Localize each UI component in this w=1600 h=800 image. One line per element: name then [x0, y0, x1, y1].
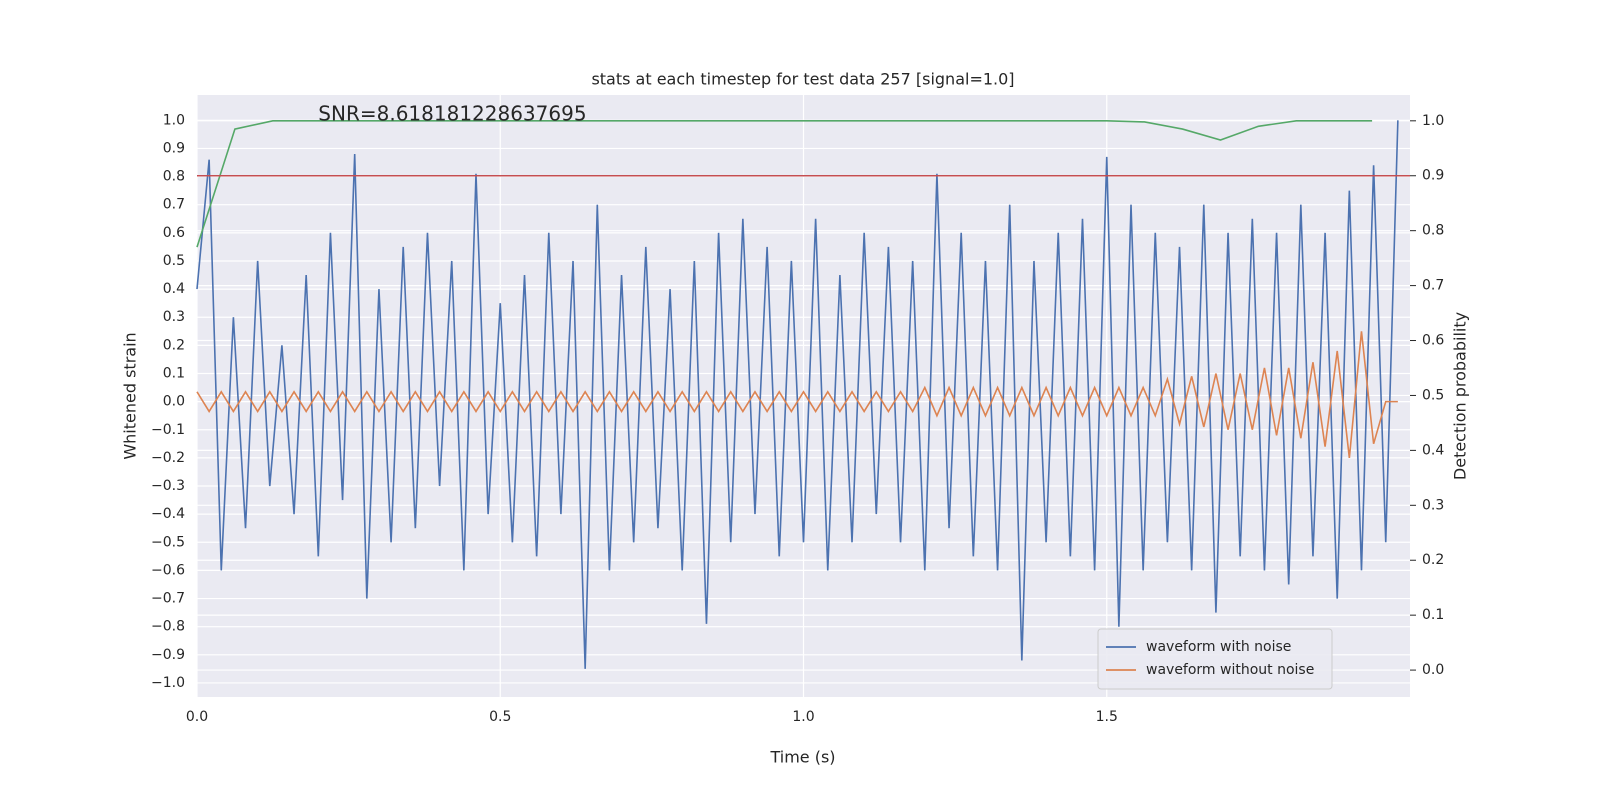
- y2-tick-label: 1.0: [1422, 113, 1444, 129]
- y2-tick-label: 0.4: [1422, 442, 1444, 458]
- y2-tick-label: 0.1: [1422, 607, 1444, 623]
- series-line: [196, 120, 1373, 248]
- y-tick-label: −0.8: [151, 619, 185, 635]
- legend-box: [1097, 628, 1333, 690]
- chart-title: stats at each timestep for test data 257…: [591, 70, 1014, 89]
- y2-axis-label: Detection probability: [1451, 312, 1470, 480]
- y-tick-label: 0.1: [163, 365, 185, 381]
- y-tick-label: 0.8: [163, 169, 185, 185]
- y-tick-label: 0.9: [163, 140, 185, 156]
- y-tick-label: 0.0: [163, 394, 185, 410]
- y-tick-label: −1.0: [151, 675, 185, 691]
- legend-label: waveform without noise: [1146, 662, 1314, 678]
- y2-tick-label: 0.6: [1422, 333, 1444, 349]
- y2-tick-label: 0.0: [1422, 662, 1444, 678]
- y2-tick-label: 0.5: [1422, 387, 1444, 403]
- y2-tick-label: 0.8: [1422, 223, 1444, 239]
- y-tick-label: −0.4: [151, 506, 185, 522]
- y-tick-label: −0.1: [151, 422, 185, 438]
- x-tick-label: 0.0: [186, 709, 208, 725]
- y-tick-label: 0.3: [163, 309, 185, 325]
- y-tick-label: 0.5: [163, 253, 185, 269]
- y-tick-label: 1.0: [163, 112, 185, 128]
- annotation: SNR=8.618181228637695: [318, 102, 586, 126]
- y-tick-label: −0.7: [151, 591, 185, 607]
- x-tick-label: 1.5: [1096, 709, 1118, 725]
- x-tick-label: 1.0: [792, 709, 814, 725]
- x-tick-label: 0.5: [489, 709, 511, 725]
- y-tick-label: −0.3: [151, 478, 185, 494]
- series-line: [196, 331, 1398, 458]
- y2-tick-label: 0.7: [1422, 278, 1444, 294]
- y-tick-label: 0.7: [163, 197, 185, 213]
- y-tick-label: 0.2: [163, 337, 185, 353]
- y-tick-label: −0.2: [151, 450, 185, 466]
- y-tick-label: −0.6: [151, 562, 185, 578]
- y-axis-label: Whitened strain: [121, 332, 140, 459]
- y-tick-label: −0.9: [151, 647, 185, 663]
- y-tick-label: 0.4: [163, 281, 185, 297]
- x-axis-label: Time (s): [769, 748, 835, 767]
- legend-label: waveform with noise: [1146, 639, 1291, 655]
- y-tick-label: −0.5: [151, 534, 185, 550]
- y2-tick-label: 0.3: [1422, 497, 1444, 513]
- y2-tick-label: 0.2: [1422, 552, 1444, 568]
- y-tick-label: 0.6: [163, 225, 185, 241]
- y2-tick-label: 0.9: [1422, 168, 1444, 184]
